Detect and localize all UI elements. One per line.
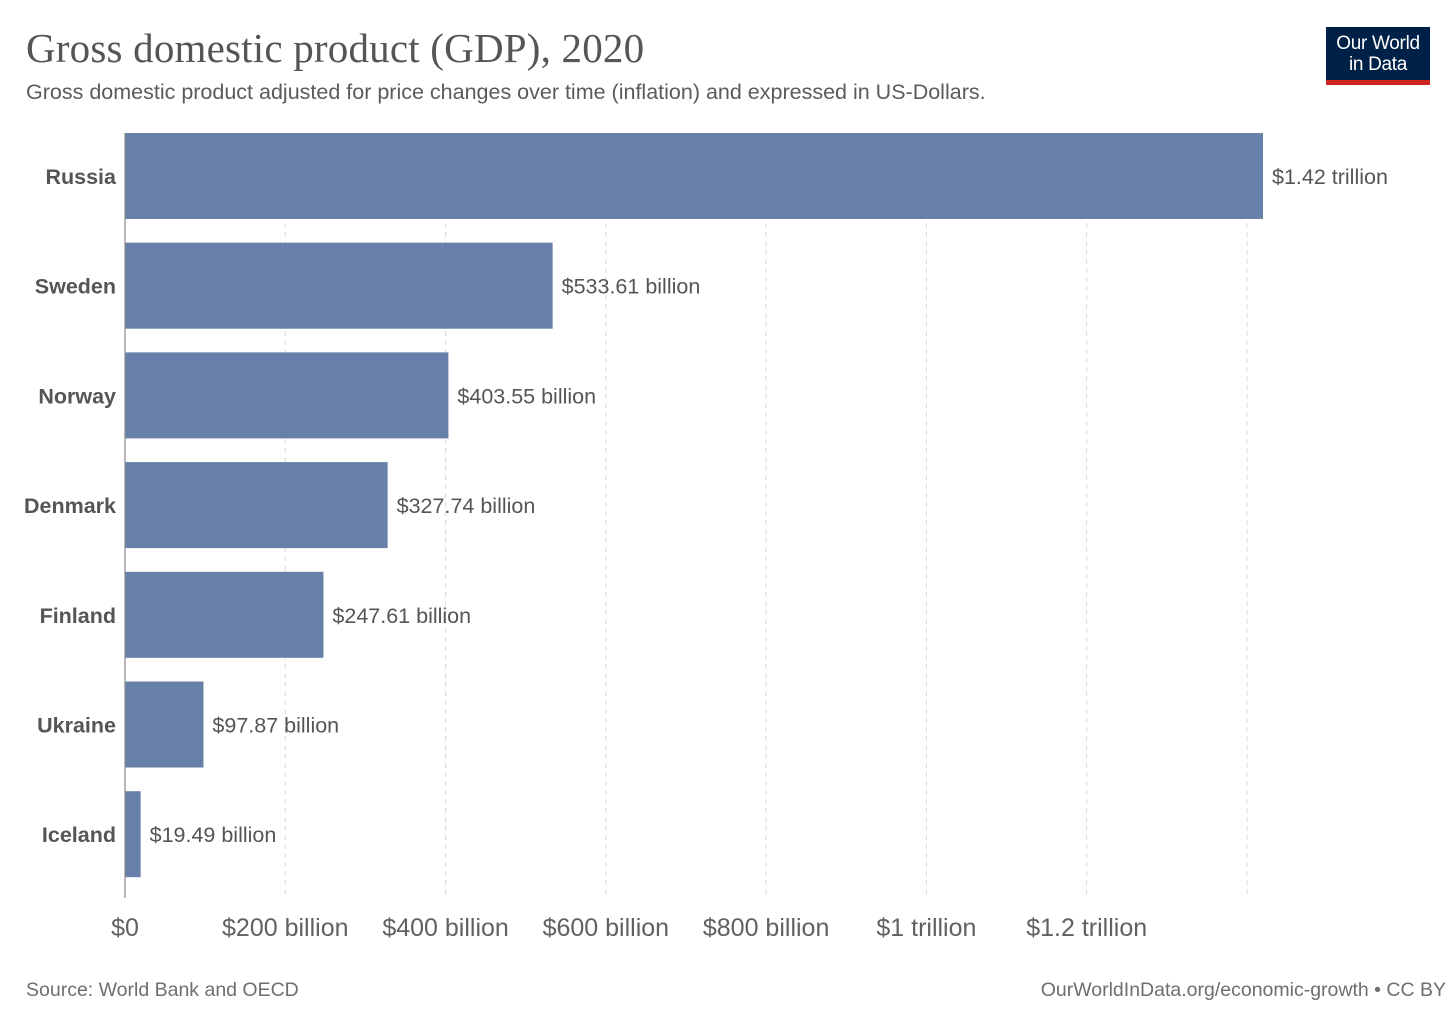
logo-line-2: in Data xyxy=(1348,53,1408,75)
x-tick-label: $1 trillion xyxy=(876,914,976,942)
category-label: Ukraine xyxy=(37,714,116,738)
source-note: Source: World Bank and OECD xyxy=(26,979,299,1001)
value-label: $1.42 trillion xyxy=(1272,165,1388,189)
logo-line-1: Our World xyxy=(1336,32,1420,54)
value-label: $97.87 billion xyxy=(212,714,339,738)
x-tick-label: $800 billion xyxy=(703,914,830,942)
category-label: Sweden xyxy=(35,275,116,299)
category-label: Finland xyxy=(40,604,116,628)
value-label: $247.61 billion xyxy=(332,604,471,628)
source-url[interactable]: OurWorldInData.org/economic-growth • CC … xyxy=(1040,979,1446,1001)
x-tick-label: $400 billion xyxy=(382,914,509,942)
bar xyxy=(125,242,553,329)
bar xyxy=(125,681,204,768)
bars xyxy=(125,133,1263,878)
bar xyxy=(125,571,324,658)
x-tick-label: $200 billion xyxy=(222,914,349,942)
axis: $0 $200 billion $400 billion $600 billion $8… xyxy=(24,133,1388,942)
bar-chart: $0 $200 billion $400 billion $600 billion $8… xyxy=(24,133,1388,942)
bar xyxy=(125,791,141,878)
bar xyxy=(125,133,1263,219)
category-label: Norway xyxy=(38,384,116,408)
chart-subtitle: Gross domestic product adjusted for pric… xyxy=(26,80,986,104)
owid-logo[interactable]: Our World in Data xyxy=(1326,27,1430,85)
bar xyxy=(125,352,449,439)
value-label: $403.55 billion xyxy=(457,384,596,408)
category-label: Iceland xyxy=(42,823,116,847)
category-label: Russia xyxy=(45,165,117,189)
value-label: $327.74 billion xyxy=(397,494,536,518)
x-tick-label: $1.2 trillion xyxy=(1026,914,1147,942)
value-label: $19.49 billion xyxy=(150,823,277,847)
value-label: $533.61 billion xyxy=(562,275,701,299)
category-label: Denmark xyxy=(24,494,116,518)
bar xyxy=(125,462,388,549)
x-tick-label: $0 xyxy=(111,914,139,942)
x-tick-label: $600 billion xyxy=(543,914,670,942)
chart-title: Gross domestic product (GDP), 2020 xyxy=(26,25,645,71)
